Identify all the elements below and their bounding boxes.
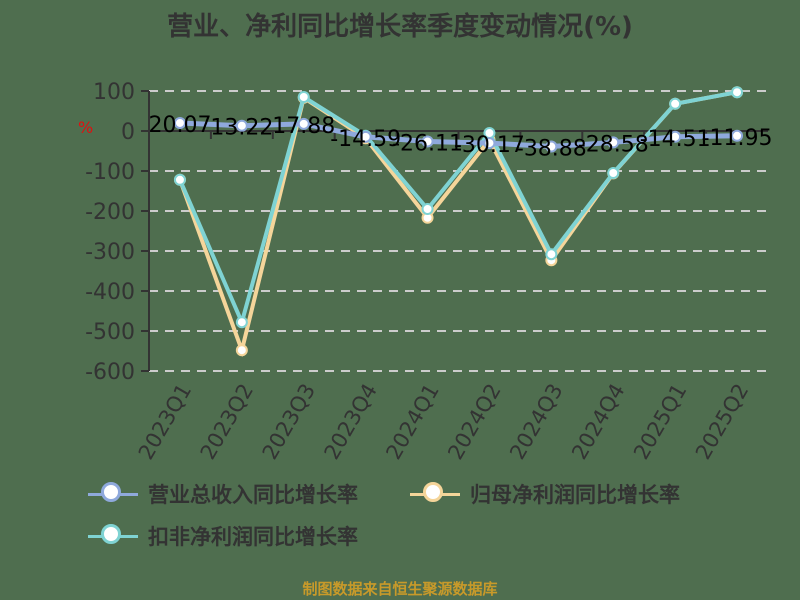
x-tick-label: 2024Q3 <box>505 380 567 464</box>
legend-label: 归母净利润同比增长率 <box>470 483 680 507</box>
data-label: -30.17 <box>454 133 525 158</box>
data-point[interactable] <box>173 116 186 129</box>
data-point[interactable] <box>669 97 682 110</box>
x-tick-label: 2025Q1 <box>629 380 691 464</box>
y-tick-label: 100 <box>93 80 135 105</box>
y-tick-label: -300 <box>85 240 135 265</box>
data-label: -26.11 <box>392 131 463 156</box>
data-point[interactable] <box>669 130 682 143</box>
data-point[interactable] <box>545 140 558 153</box>
x-tick-label: 2023Q1 <box>134 380 196 464</box>
y-tick-label: -500 <box>85 320 135 345</box>
data-point[interactable] <box>297 91 310 103</box>
data-point[interactable] <box>297 117 310 130</box>
y-tick-label: 0 <box>121 120 135 145</box>
x-tick-label: 2023Q3 <box>258 380 320 464</box>
x-tick-label: 2023Q4 <box>320 380 382 464</box>
data-point[interactable] <box>545 248 558 261</box>
legend-marker-icon <box>88 481 138 502</box>
x-tick-label: 2024Q4 <box>567 380 629 464</box>
legend-marker-icon <box>410 481 460 502</box>
data-point[interactable] <box>483 137 496 150</box>
legend-marker-icon <box>88 523 138 544</box>
data-point[interactable] <box>235 316 248 329</box>
data-point[interactable] <box>421 135 434 148</box>
data-point[interactable] <box>731 86 744 99</box>
data-label: 20.07 <box>148 113 211 138</box>
legend-item-net-profit[interactable]: 归母净利润同比增长率 <box>410 478 680 510</box>
data-source-footer: 制图数据来自恒生聚源数据库 <box>302 580 498 598</box>
data-point[interactable] <box>607 136 620 149</box>
series-line <box>179 120 738 150</box>
data-point[interactable] <box>235 119 248 132</box>
legend-label: 扣非净利润同比增长率 <box>148 525 358 549</box>
x-tick-label: 2023Q2 <box>196 380 258 464</box>
data-label: 17.88 <box>272 114 335 139</box>
y-tick-label: -100 <box>85 160 135 185</box>
data-point[interactable] <box>607 167 620 179</box>
y-axis-unit-label: % <box>78 118 94 137</box>
data-point[interactable] <box>235 344 248 357</box>
legend-label: 营业总收入同比增长率 <box>148 483 358 507</box>
y-tick-label: -600 <box>85 360 135 385</box>
x-tick-label: 2025Q2 <box>691 380 753 464</box>
data-label: -14.51 <box>640 127 711 152</box>
data-label: -14.59 <box>330 127 401 152</box>
x-tick-label: 2024Q1 <box>381 380 443 464</box>
data-point[interactable] <box>731 129 744 142</box>
legend-item-deducted-profit[interactable]: 扣非净利润同比增长率 <box>88 520 358 552</box>
x-tick-label: 2024Q2 <box>443 380 505 464</box>
data-point[interactable] <box>421 203 434 215</box>
data-label: 13.22 <box>210 116 273 141</box>
y-tick-label: -200 <box>85 200 135 225</box>
data-point[interactable] <box>173 173 186 186</box>
data-label: -38.88 <box>516 137 587 162</box>
data-label: -11.95 <box>702 126 773 151</box>
data-label: -28.58 <box>578 132 649 157</box>
legend-item-revenue[interactable]: 营业总收入同比增长率 <box>88 478 358 510</box>
chart-title: 营业、净利同比增长率季度变动情况(%) <box>167 12 633 42</box>
data-point[interactable] <box>359 130 372 143</box>
y-tick-label: -400 <box>85 280 135 305</box>
